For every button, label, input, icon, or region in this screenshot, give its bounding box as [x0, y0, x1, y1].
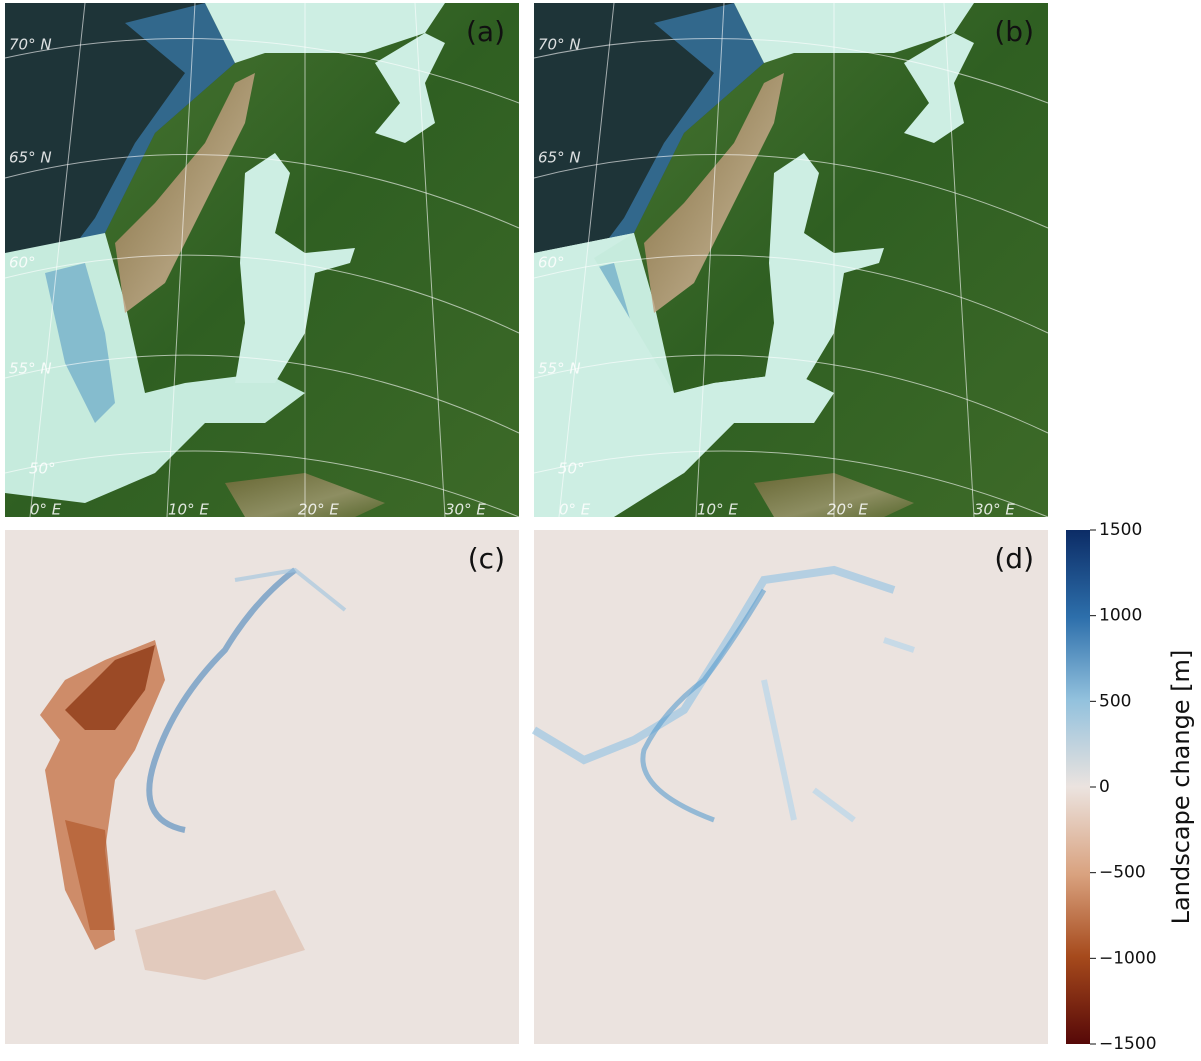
panel-label: (b) — [994, 15, 1034, 48]
longitude-label: 10° E — [168, 501, 209, 519]
longitude-label: 30° E — [974, 501, 1015, 519]
change-panel-c — [5, 530, 519, 1044]
colorbar-tick-label: 0 — [1099, 777, 1110, 797]
latitude-label: 60° — [9, 254, 36, 272]
latitude-label: 55° N — [538, 360, 581, 378]
longitude-label: 0° E — [30, 501, 62, 519]
colorbar-tick-label: −1000 — [1099, 948, 1157, 968]
longitude-label: 0° E — [559, 501, 591, 519]
colorbar-title: Landscape change [m] — [1167, 650, 1195, 925]
longitude-label: 20° E — [298, 501, 339, 519]
latitude-label: 50° — [558, 460, 585, 478]
panel-label: (d) — [994, 542, 1034, 575]
colorbar-tick-label: 1500 — [1099, 520, 1142, 540]
panel-label: (a) — [466, 15, 505, 48]
colorbar-tick-label: −1500 — [1099, 1034, 1157, 1054]
colorbar-tick-label: 1000 — [1099, 606, 1142, 626]
latitude-label: 55° N — [9, 360, 52, 378]
longitude-label: 30° E — [445, 501, 486, 519]
figure: (a) 70° N 65° N 60° 55° N 50° 0° E 10° E 20° E 30… — [0, 0, 1201, 1057]
colorbar — [1066, 530, 1090, 1044]
longitude-label: 20° E — [827, 501, 868, 519]
change-panel-d — [534, 530, 1048, 1044]
latitude-label: 70° N — [9, 36, 52, 54]
colorbar-tick-label: −500 — [1099, 863, 1146, 883]
latitude-label: 60° — [538, 254, 565, 272]
longitude-label: 10° E — [697, 501, 738, 519]
latitude-label: 50° — [29, 460, 56, 478]
latitude-label: 65° N — [538, 149, 581, 167]
latitude-label: 70° N — [538, 36, 581, 54]
latitude-label: 65° N — [9, 149, 52, 167]
map-panel-b — [534, 3, 1048, 517]
colorbar-tick-label: 500 — [1099, 691, 1131, 711]
map-panel-a — [5, 3, 519, 517]
panel-label: (c) — [468, 542, 505, 575]
